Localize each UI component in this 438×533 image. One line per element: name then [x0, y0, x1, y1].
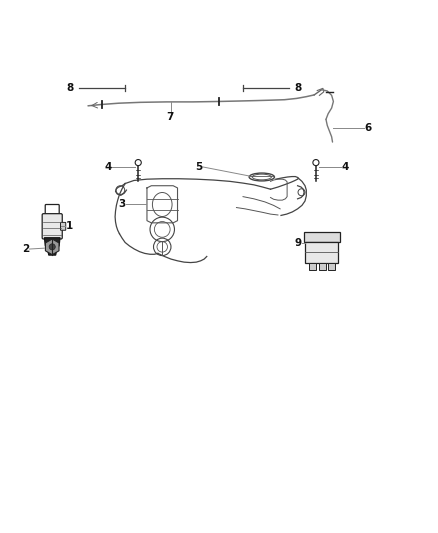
Text: 8: 8 [67, 83, 74, 93]
Circle shape [49, 244, 55, 250]
Polygon shape [46, 239, 59, 255]
Text: 2: 2 [22, 244, 29, 254]
Text: 4: 4 [341, 162, 349, 172]
Text: 7: 7 [166, 112, 174, 122]
Text: 5: 5 [195, 162, 202, 172]
FancyBboxPatch shape [309, 263, 316, 270]
Text: 4: 4 [105, 162, 112, 172]
FancyBboxPatch shape [60, 222, 66, 230]
FancyBboxPatch shape [42, 214, 62, 239]
Polygon shape [44, 238, 60, 255]
Text: 3: 3 [118, 199, 125, 208]
FancyBboxPatch shape [304, 231, 339, 243]
Text: 6: 6 [364, 123, 371, 133]
FancyBboxPatch shape [318, 263, 325, 270]
FancyBboxPatch shape [328, 263, 335, 270]
Text: 1: 1 [65, 221, 73, 231]
Text: 8: 8 [294, 83, 301, 93]
FancyBboxPatch shape [305, 243, 338, 263]
Text: 9: 9 [295, 238, 302, 248]
